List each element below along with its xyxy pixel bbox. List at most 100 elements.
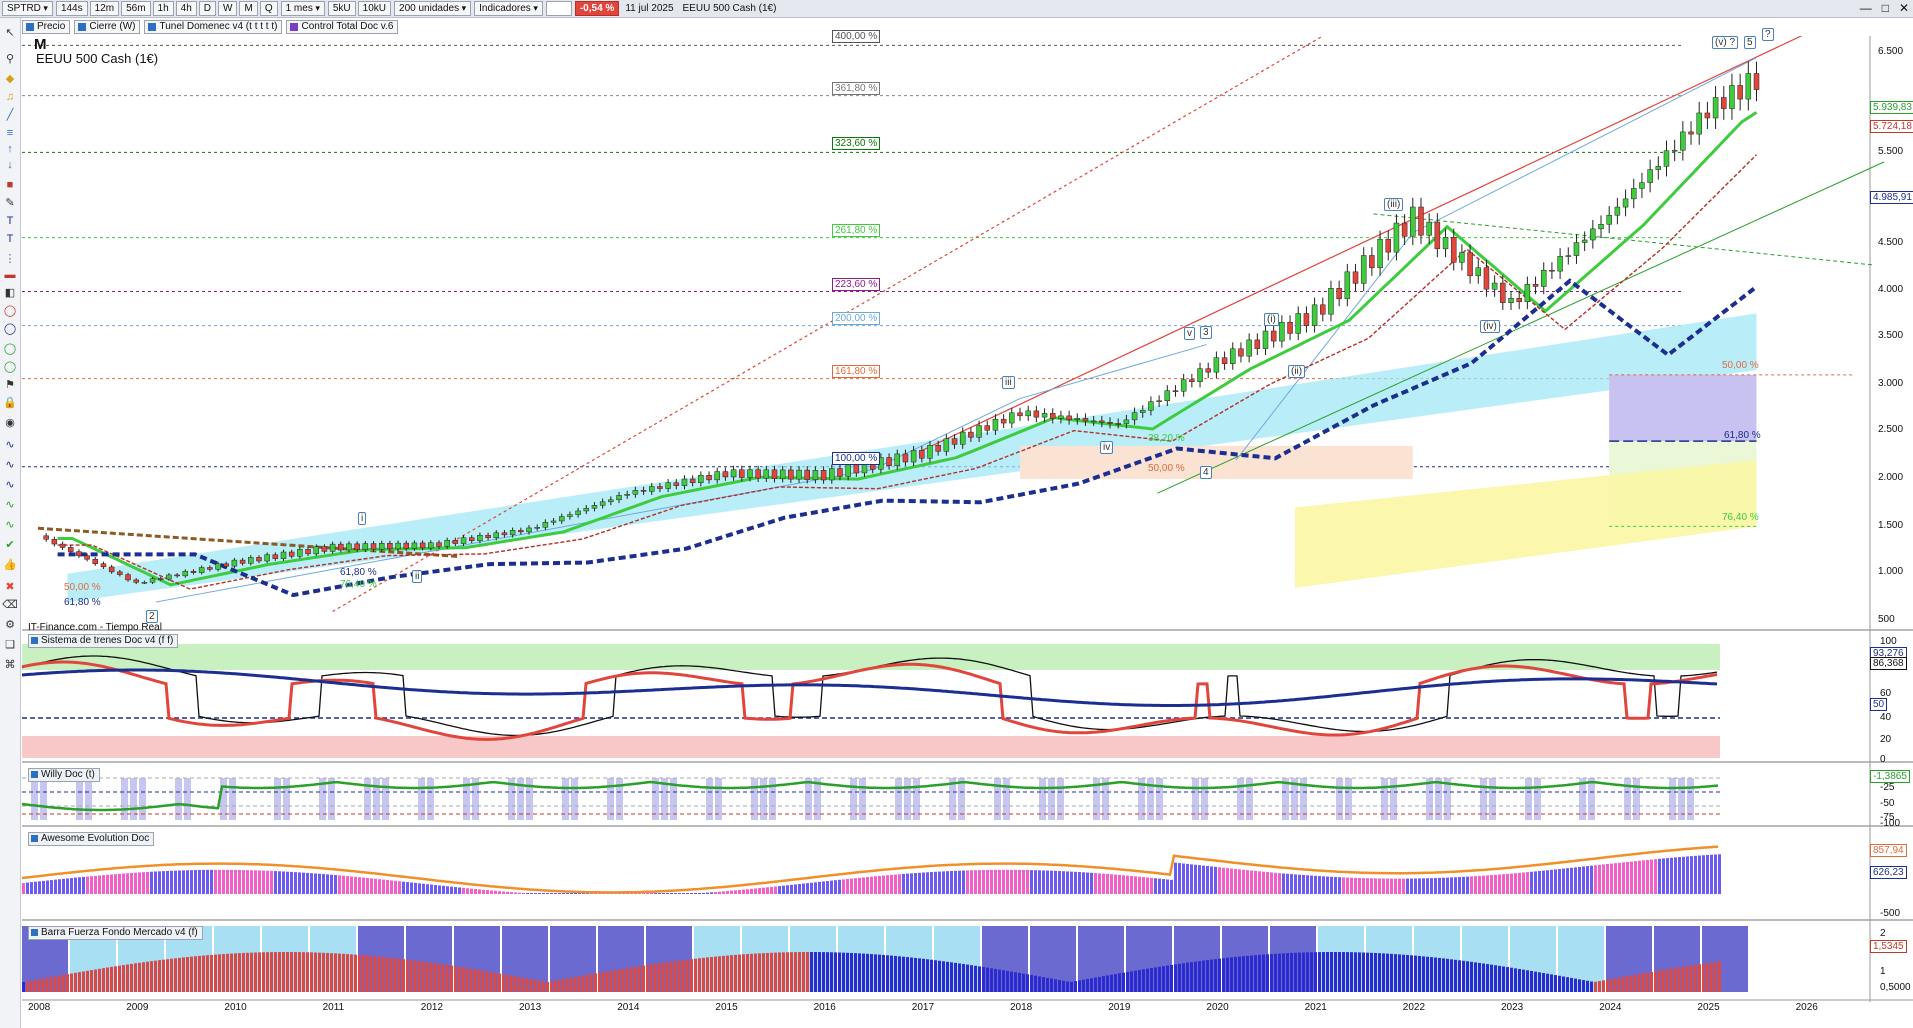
awesome-bar bbox=[1458, 877, 1461, 894]
indicator-chip[interactable]: Precio bbox=[22, 20, 71, 34]
barra-bar bbox=[102, 968, 105, 992]
wave2-icon[interactable]: ∿ bbox=[5, 459, 15, 471]
fib-icon[interactable]: ⋮ bbox=[4, 253, 16, 265]
awesome-bar bbox=[1150, 877, 1153, 894]
indicator-chip[interactable]: Control Total Doc v.6 bbox=[286, 20, 399, 34]
indicator-bar: Precio Cierre (W) Tunel Domenec v4 (t t t … bbox=[22, 19, 399, 35]
barra-bar bbox=[1326, 952, 1329, 992]
units-selector[interactable]: 200 unidades bbox=[394, 1, 472, 16]
shape2-icon[interactable]: ◯ bbox=[3, 361, 17, 373]
ellipse-icon[interactable]: ◯ bbox=[3, 305, 17, 317]
eye-icon[interactable]: ◉ bbox=[5, 417, 15, 429]
timeframe-button[interactable]: Q bbox=[259, 1, 278, 16]
magnet-icon[interactable]: ◆ bbox=[5, 73, 15, 85]
thumb-icon[interactable]: 👍 bbox=[3, 559, 17, 571]
barra-bar bbox=[1370, 952, 1373, 992]
barra-bar bbox=[370, 955, 373, 992]
awesome-bar bbox=[1110, 874, 1113, 894]
timeframe-button[interactable]: 1h bbox=[152, 1, 174, 16]
symbol-selector[interactable]: SPTRD bbox=[2, 1, 53, 16]
timeframe-button[interactable]: 12m bbox=[89, 1, 120, 16]
close-icon[interactable]: ✕ bbox=[1898, 1, 1909, 15]
layers-icon[interactable]: ❑ bbox=[5, 639, 15, 651]
lock-icon[interactable]: 🔒 bbox=[3, 397, 17, 409]
indicators-button[interactable]: Indicadores bbox=[474, 1, 543, 16]
chart-canvas[interactable] bbox=[22, 36, 1913, 1028]
erase-icon[interactable]: ⌫ bbox=[2, 599, 18, 611]
barra-bar bbox=[778, 952, 781, 992]
zoom-icon[interactable]: ⚲ bbox=[5, 53, 15, 65]
indicator-chip[interactable]: Cierre (W) bbox=[74, 20, 141, 34]
willy-bar bbox=[1678, 778, 1685, 820]
barra-bar bbox=[1362, 952, 1365, 992]
check-icon[interactable]: ✔ bbox=[5, 539, 15, 551]
ellipse2-icon[interactable]: ◯ bbox=[3, 323, 17, 335]
arrow-down-icon[interactable]: ↓ bbox=[7, 159, 13, 171]
barra-bar bbox=[538, 980, 541, 992]
size-button[interactable]: 5kU bbox=[327, 1, 356, 16]
awesome-bar bbox=[1594, 865, 1597, 894]
barra-bar bbox=[550, 981, 553, 992]
channel-icon[interactable]: ≡ bbox=[6, 127, 14, 139]
camera-icon[interactable]: ⌘ bbox=[4, 659, 16, 671]
settings-icon[interactable]: ⚙ bbox=[5, 619, 15, 631]
candle bbox=[1573, 242, 1580, 256]
barra-bar bbox=[310, 952, 313, 992]
wave-icon[interactable]: ∿ bbox=[5, 439, 15, 451]
candle bbox=[493, 532, 500, 539]
awesome-bar bbox=[954, 870, 957, 894]
flag-icon[interactable]: ⚑ bbox=[5, 379, 15, 391]
timeframe-button[interactable]: W bbox=[218, 1, 238, 16]
maximize-icon[interactable]: □ bbox=[1881, 1, 1889, 15]
candle bbox=[567, 514, 573, 517]
timeframe-button[interactable]: 56m bbox=[121, 1, 151, 16]
timeframe-button[interactable]: 4h bbox=[175, 1, 197, 16]
panel-title-willy[interactable]: Willy Doc (t) bbox=[28, 768, 100, 782]
barra-bar bbox=[1594, 981, 1597, 992]
text-icon[interactable]: T bbox=[6, 215, 14, 227]
timeframe-button[interactable]: M bbox=[239, 1, 258, 16]
awesome-bar bbox=[138, 872, 141, 894]
shape-icon[interactable]: ◯ bbox=[3, 343, 17, 355]
trend-line-icon[interactable]: ╱ bbox=[6, 109, 14, 121]
delete-icon[interactable]: ✖ bbox=[5, 581, 15, 593]
barra-bar bbox=[762, 953, 765, 992]
size-button[interactable]: 10kU bbox=[357, 1, 392, 16]
text-tool-icon[interactable]: T bbox=[6, 233, 14, 245]
minimize-icon[interactable]: — bbox=[1859, 1, 1872, 15]
candle bbox=[1549, 269, 1555, 272]
bell-icon[interactable]: ♫ bbox=[5, 91, 15, 103]
barra-bar bbox=[242, 952, 245, 992]
barra-bar bbox=[1202, 960, 1205, 992]
willy-bar bbox=[850, 778, 857, 820]
awesome-bar bbox=[254, 870, 257, 894]
timeframe-button[interactable]: D bbox=[198, 1, 217, 16]
search-box[interactable] bbox=[545, 1, 572, 16]
candle bbox=[1213, 357, 1220, 373]
measure-icon[interactable]: ◧ bbox=[4, 287, 16, 299]
indicator-chip[interactable]: Tunel Domenec v4 (t t t t t) bbox=[144, 20, 283, 34]
willy-bar bbox=[1390, 778, 1397, 820]
barra-bar bbox=[902, 956, 905, 992]
wave-label: iv bbox=[1100, 441, 1114, 454]
barra-bar bbox=[330, 953, 333, 992]
panel-title-trenes[interactable]: Sistema de trenes Doc v4 (f f) bbox=[28, 634, 179, 648]
awesome-bar bbox=[822, 881, 825, 894]
wave5-icon[interactable]: ∿ bbox=[5, 519, 15, 531]
timeframe-button[interactable]: 144s bbox=[55, 1, 88, 16]
barra-bar bbox=[1662, 969, 1665, 992]
wave4-icon[interactable]: ∿ bbox=[5, 499, 15, 511]
arrow-up-icon[interactable]: ↑ bbox=[7, 143, 13, 155]
pencil-icon[interactable]: ✎ bbox=[5, 197, 15, 209]
cursor-icon[interactable]: ↖ bbox=[5, 27, 15, 39]
box-icon[interactable]: ■ bbox=[6, 179, 14, 191]
panel-title-awesome[interactable]: Awesome Evolution Doc bbox=[28, 832, 155, 846]
wave-label: ii bbox=[412, 570, 423, 583]
awesome-bar bbox=[274, 871, 277, 894]
candle bbox=[501, 532, 508, 536]
candle bbox=[943, 438, 950, 452]
panel-title-barra[interactable]: Barra Fuerza Fondo Mercado v4 (f) bbox=[28, 926, 203, 940]
period-selector[interactable]: 1 mes bbox=[280, 1, 325, 16]
ruler-icon[interactable]: ▬ bbox=[4, 269, 16, 281]
wave3-icon[interactable]: ∿ bbox=[5, 479, 15, 491]
